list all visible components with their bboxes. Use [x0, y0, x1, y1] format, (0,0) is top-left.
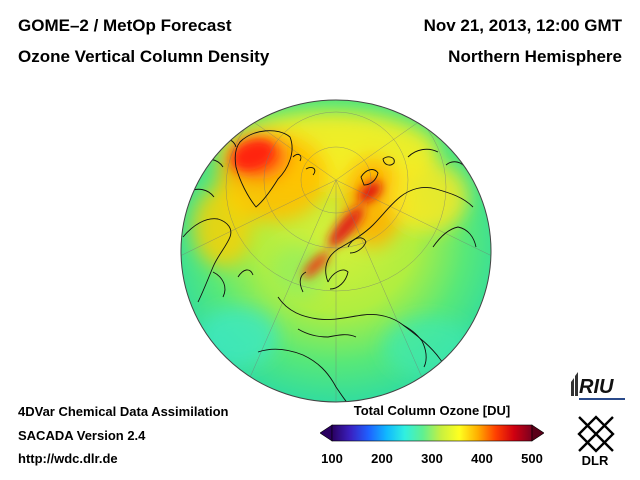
colorbar-high-arrow	[531, 424, 544, 442]
map-subtitle: Ozone Vertical Column Density	[18, 47, 270, 66]
colorbar	[320, 424, 544, 442]
colorbar-tick-200: 200	[371, 451, 393, 466]
footer-url: http://wdc.dlr.de	[18, 451, 118, 466]
colorbar-tick-400: 400	[471, 451, 493, 466]
riu-logo: RIU	[571, 372, 625, 400]
region-label: Northern Hemisphere	[448, 47, 622, 66]
footer-method: 4DVar Chemical Data Assimilation	[18, 404, 229, 419]
dlr-logo: DLR	[577, 415, 615, 466]
ozone-globe-map	[180, 99, 492, 403]
colorbar-low-arrow	[320, 424, 333, 442]
map-title: GOME–2 / MetOp Forecast	[18, 16, 232, 35]
colorbar-tick-300: 300	[421, 451, 443, 466]
colorbar-tick-100: 100	[321, 451, 343, 466]
colorbar-title: Total Column Ozone [DU]	[353, 403, 511, 418]
footer-version: SACADA Version 2.4	[18, 428, 146, 443]
colorbar-tick-500: 500	[521, 451, 543, 466]
riu-logo-text: RIU	[579, 376, 614, 398]
forecast-date: Nov 21, 2013, 12:00 GMT	[423, 16, 622, 35]
dlr-logo-text: DLR	[582, 453, 609, 466]
colorbar-gradient	[331, 424, 533, 442]
